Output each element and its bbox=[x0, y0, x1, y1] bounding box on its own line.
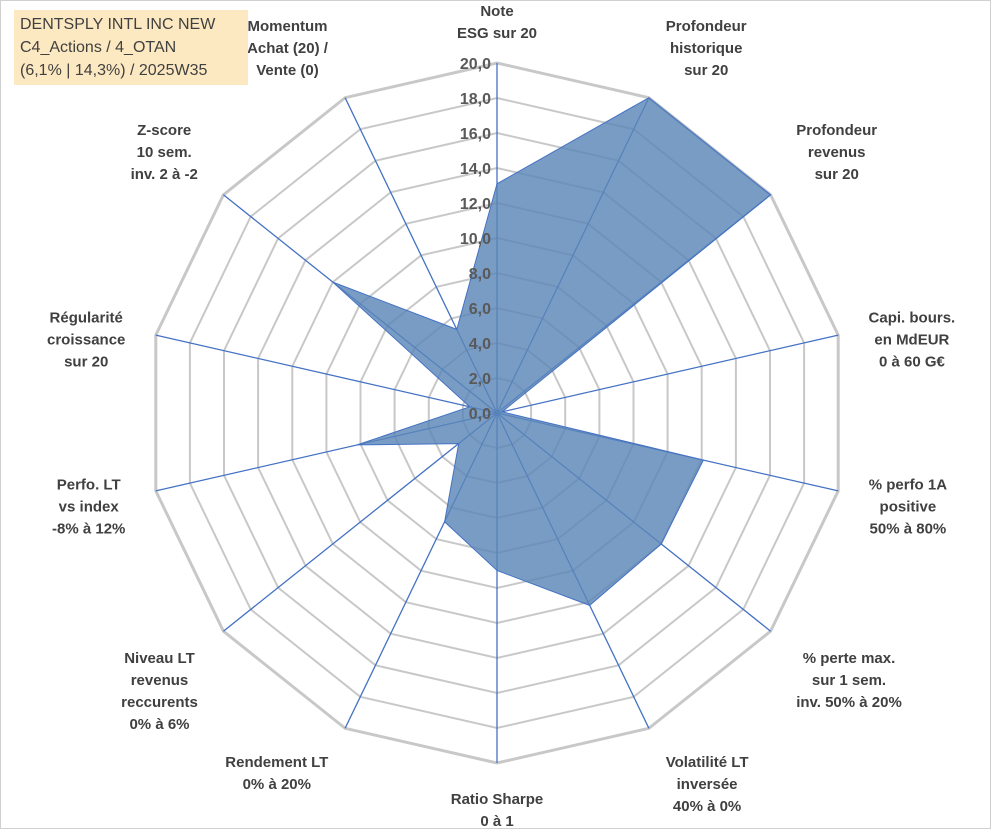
axis-label-line: croissance bbox=[47, 332, 125, 349]
axis-label: Ratio Sharpe 0 à 1 bbox=[451, 791, 544, 829]
axis-label-line: Volatilité LT bbox=[666, 754, 749, 771]
axis-label-text: Volatilité LT inversée 40% à 0% bbox=[666, 754, 749, 815]
axis-label-line: Rendement LT bbox=[225, 754, 328, 771]
axis-label-line: inv. 50% à 20% bbox=[796, 694, 902, 711]
axis-label-line: 0% à 20% bbox=[243, 776, 311, 793]
axis-label-line: reccurents bbox=[121, 694, 198, 711]
axis-label: Perfo. LT vs index -8% à 12% bbox=[52, 476, 125, 537]
axis-label-text: Perfo. LT vs index -8% à 12% bbox=[52, 476, 125, 537]
tick-label: 8,0 bbox=[469, 266, 491, 283]
axis-label-line: Note bbox=[480, 3, 513, 20]
title-line-3: (6,1% | 14,3%) / 2025W35 bbox=[20, 62, 208, 79]
axis-label-line: historique bbox=[670, 40, 743, 57]
axis-label: Capi. bours. en MdEUR 0 à 60 G€ bbox=[869, 310, 956, 371]
axis-label: Régularité croissance sur 20 bbox=[47, 310, 125, 371]
axis-label-line: Achat (20) / bbox=[247, 40, 329, 57]
axis-label: Profondeur revenus sur 20 bbox=[796, 122, 877, 183]
axis-label-line: sur 20 bbox=[815, 166, 859, 183]
axis-label-line: inversée bbox=[677, 776, 738, 793]
radar-spoke bbox=[222, 412, 498, 632]
axis-label-text: Ratio Sharpe 0 à 1 bbox=[451, 791, 544, 829]
tick-label: 10,0 bbox=[460, 231, 491, 248]
axis-label-text: Capi. bours. en MdEUR 0 à 60 G€ bbox=[869, 310, 956, 371]
radar-axis-labels: Note ESG sur 20 Profondeur historique sur 20… bbox=[47, 3, 955, 829]
axis-label-line: vs index bbox=[59, 498, 120, 515]
axis-label: Profondeur historique sur 20 bbox=[666, 18, 747, 79]
axis-label-line: 10 sem. bbox=[137, 144, 192, 161]
axis-label-line: % perte max. bbox=[803, 650, 896, 667]
radar-spoke bbox=[496, 334, 839, 414]
axis-label-text: Rendement LT 0% à 20% bbox=[225, 754, 328, 793]
axis-label: Momentum Achat (20) / Vente (0) bbox=[247, 18, 329, 79]
axis-label-line: Perfo. LT bbox=[57, 476, 121, 493]
axis-label-line: sur 20 bbox=[684, 62, 728, 79]
radar-spoke bbox=[155, 334, 498, 414]
axis-label-line: 40% à 0% bbox=[673, 798, 741, 815]
chart-title-badge: DENTSPLY INTL INC NEW C4_Actions / 4_OTA… bbox=[14, 10, 248, 85]
axis-label-line: en MdEUR bbox=[874, 332, 949, 349]
tick-label: 20,0 bbox=[460, 56, 491, 73]
tick-label: 12,0 bbox=[460, 196, 491, 213]
axis-label-text: Régularité croissance sur 20 bbox=[47, 310, 125, 371]
axis-label-line: Z-score bbox=[137, 122, 191, 139]
axis-label: % perfo 1A positive 50% à 80% bbox=[869, 476, 948, 537]
axis-label: % perte max. sur 1 sem. inv. 50% à 20% bbox=[796, 650, 902, 711]
axis-label-line: 0 à 1 bbox=[480, 813, 513, 829]
axis-label-text: Niveau LT revenus reccurents 0% à 6% bbox=[121, 650, 198, 733]
axis-label-line: 50% à 80% bbox=[870, 520, 947, 537]
axis-label-line: Vente (0) bbox=[256, 62, 319, 79]
axis-label-line: sur 20 bbox=[64, 354, 108, 371]
axis-label-line: revenus bbox=[808, 144, 866, 161]
axis-label-line: -8% à 12% bbox=[52, 520, 125, 537]
axis-label-line: Ratio Sharpe bbox=[451, 791, 544, 808]
axis-label: Z-score 10 sem. inv. 2 à -2 bbox=[131, 122, 198, 183]
axis-label-text: Note ESG sur 20 bbox=[457, 3, 537, 42]
axis-label-text: Z-score 10 sem. inv. 2 à -2 bbox=[131, 122, 198, 183]
axis-label-line: Régularité bbox=[50, 310, 123, 327]
radar-tick-labels: 0,0 2,0 4,0 6,0 8,0 10,0 12,0 14,0 16,0 18,0 20,0 bbox=[460, 56, 491, 423]
tick-label: 14,0 bbox=[460, 161, 491, 178]
radar-series bbox=[332, 97, 772, 606]
axis-label-line: Capi. bours. bbox=[869, 310, 956, 327]
axis-label-line: Momentum bbox=[248, 18, 328, 35]
axis-label-line: Profondeur bbox=[666, 18, 747, 35]
axis-label-text: % perte max. sur 1 sem. inv. 50% à 20% bbox=[796, 650, 902, 711]
tick-label: 0,0 bbox=[469, 406, 491, 423]
axis-label: Volatilité LT inversée 40% à 0% bbox=[666, 754, 749, 815]
axis-label-line: 0% à 6% bbox=[129, 716, 189, 733]
tick-label: 2,0 bbox=[469, 371, 491, 388]
axis-label-line: Niveau LT bbox=[124, 650, 195, 667]
axis-label-text: Profondeur revenus sur 20 bbox=[796, 122, 877, 183]
axis-label-text: % perfo 1A positive 50% à 80% bbox=[869, 476, 948, 537]
tick-label: 6,0 bbox=[469, 301, 491, 318]
title-line-2: C4_Actions / 4_OTAN bbox=[20, 39, 177, 56]
axis-label-line: 0 à 60 G€ bbox=[879, 354, 946, 371]
title-line-1: DENTSPLY INTL INC NEW bbox=[20, 16, 216, 33]
axis-label-line: Profondeur bbox=[796, 122, 877, 139]
axis-label: Niveau LT revenus reccurents 0% à 6% bbox=[121, 650, 198, 733]
axis-label-line: inv. 2 à -2 bbox=[131, 166, 198, 183]
axis-label-line: ESG sur 20 bbox=[457, 25, 537, 42]
axis-label-line: sur 1 sem. bbox=[812, 672, 886, 689]
axis-label-line: positive bbox=[880, 498, 937, 515]
axis-label-text: Momentum Achat (20) / Vente (0) bbox=[247, 18, 329, 79]
axis-label: Rendement LT 0% à 20% bbox=[225, 754, 328, 793]
tick-label: 18,0 bbox=[460, 91, 491, 108]
tick-label: 4,0 bbox=[469, 336, 491, 353]
axis-label-line: revenus bbox=[131, 672, 189, 689]
axis-label-text: Profondeur historique sur 20 bbox=[666, 18, 747, 79]
tick-label: 16,0 bbox=[460, 126, 491, 143]
axis-label: Note ESG sur 20 bbox=[457, 3, 537, 42]
series-area bbox=[332, 97, 772, 606]
axis-label-line: % perfo 1A bbox=[869, 476, 948, 493]
